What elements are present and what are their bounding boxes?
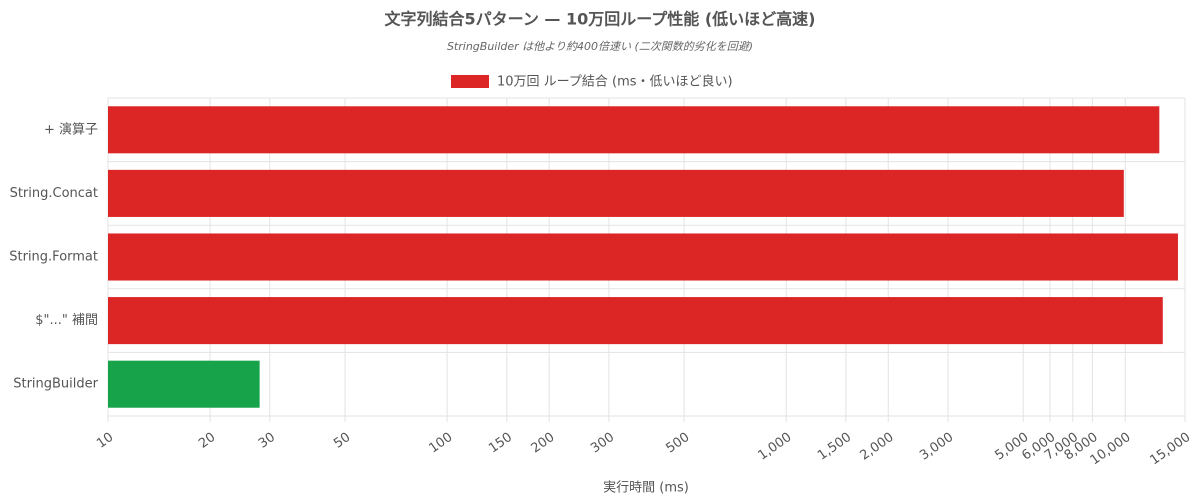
x-tick-label: 500 bbox=[663, 430, 692, 457]
x-tick-label: 15,000 bbox=[1147, 430, 1193, 468]
chart-subtitle: StringBuilder は他より約400倍速い (二次関数的劣化を回避) bbox=[447, 40, 753, 53]
y-tick-label: StringBuilder bbox=[13, 377, 98, 392]
y-tick-label: + 演算子 bbox=[44, 121, 98, 137]
x-tick-label: 30 bbox=[256, 430, 278, 452]
y-tick-label: String.Format bbox=[9, 250, 98, 265]
bar bbox=[108, 297, 1163, 345]
x-tick-label: 150 bbox=[486, 430, 515, 457]
legend-label: 10万回 ループ結合 (ms・低いほど良い) bbox=[497, 74, 733, 90]
y-tick-label: String.Concat bbox=[10, 186, 98, 201]
x-tick-label: 200 bbox=[529, 430, 558, 457]
x-tick-label: 300 bbox=[588, 430, 617, 457]
x-tick-label: 1,000 bbox=[755, 430, 794, 464]
x-tick-label: 1,500 bbox=[815, 430, 854, 464]
bar bbox=[108, 106, 1160, 154]
x-tick-label: 2,000 bbox=[857, 430, 896, 464]
legend-swatch bbox=[451, 75, 489, 88]
x-tick-label: 100 bbox=[426, 430, 455, 457]
x-tick-label: 3,000 bbox=[917, 430, 956, 464]
bar bbox=[108, 233, 1178, 281]
x-tick-label: 10 bbox=[94, 430, 116, 452]
x-axis-title: 実行時間 (ms) bbox=[603, 480, 689, 496]
bar bbox=[108, 360, 260, 408]
y-tick-label: $"..." 補間 bbox=[35, 313, 98, 328]
bar bbox=[108, 169, 1124, 217]
x-tick-label: 50 bbox=[331, 430, 353, 452]
x-tick-label: 20 bbox=[196, 430, 218, 452]
chart-title: 文字列結合5パターン — 10万回ループ性能 (低いほど高速) bbox=[385, 10, 816, 29]
